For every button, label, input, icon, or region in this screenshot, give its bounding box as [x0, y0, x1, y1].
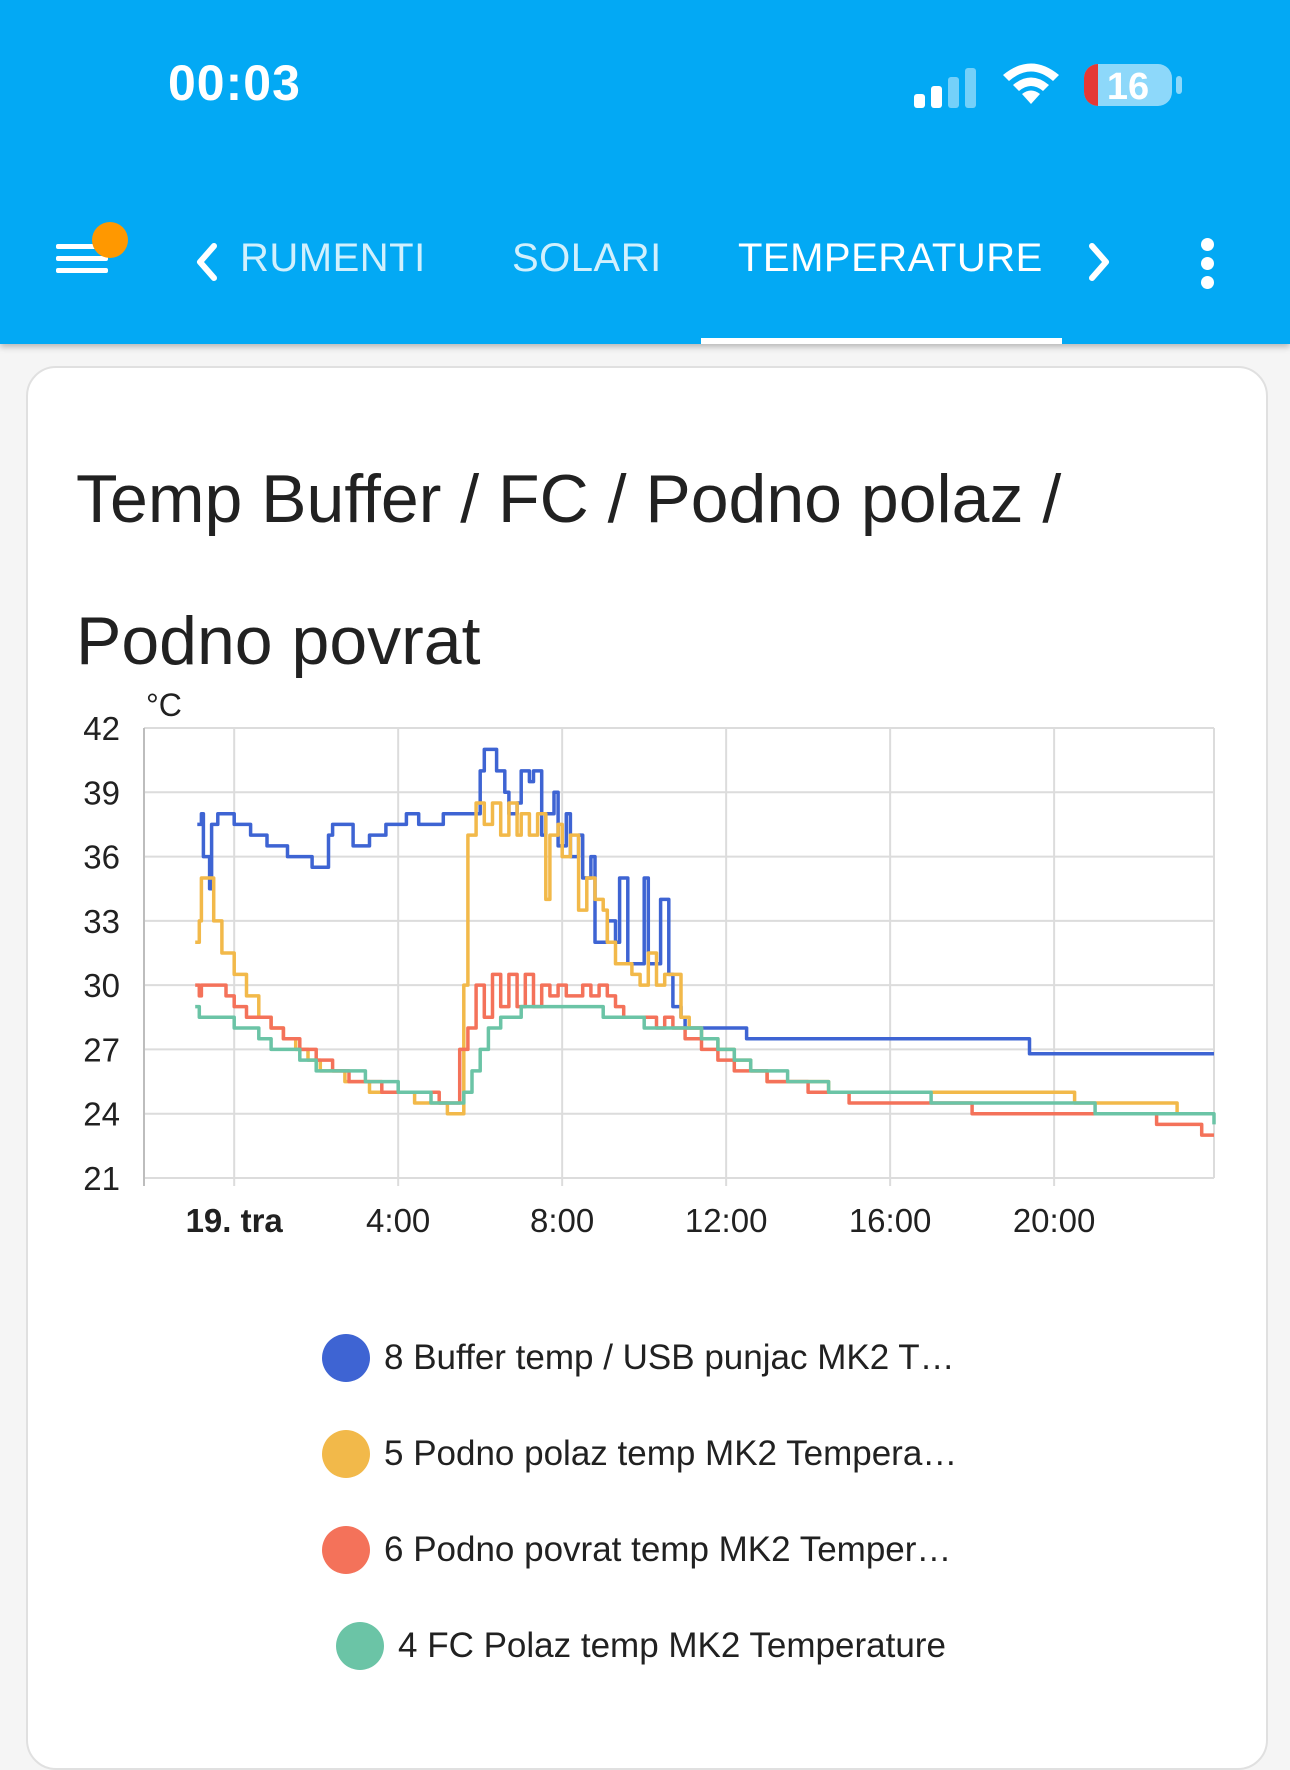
y-tick-label: 27 [83, 1031, 120, 1068]
y-axis-unit: °C [146, 687, 182, 723]
x-tick-label: 8:00 [530, 1202, 594, 1239]
notification-dot [92, 222, 128, 258]
more-dot [1201, 257, 1214, 270]
legend-label: 5 Podno polaz temp MK2 Tempera… [384, 1434, 958, 1473]
legend-color-dot [336, 1622, 384, 1670]
chevron-left-icon[interactable] [186, 238, 226, 286]
y-tick-label: 30 [83, 967, 120, 1004]
x-tick-label: 16:00 [849, 1202, 932, 1239]
legend-color-dot [322, 1526, 370, 1574]
cellular-signal-icon [914, 68, 976, 108]
card-title: Temp Buffer / FC / Podno polaz / Podno p… [76, 428, 1196, 712]
y-tick-label: 42 [83, 710, 120, 747]
menu-button[interactable] [52, 222, 132, 290]
status-bar-time: 00:03 [168, 55, 301, 111]
card-title-line-1: Temp Buffer / FC / Podno polaz / [76, 461, 1062, 537]
history-graph-card: Temp Buffer / FC / Podno polaz / Podno p… [26, 366, 1268, 1770]
battery-percent: 16 [1106, 66, 1150, 106]
menu-icon-line [56, 256, 108, 261]
legend-label: 4 FC Polaz temp MK2 Temperature [398, 1626, 946, 1665]
menu-icon-line [56, 244, 108, 249]
battery-nub [1176, 76, 1182, 94]
card-title-line-2: Podno povrat [76, 603, 481, 679]
chevron-right-icon[interactable] [1080, 238, 1120, 286]
temperature-line-chart[interactable]: °C 42 39 36 33 30 27 24 21 19. tra 4:00 8:00 12:00 16… [28, 678, 1266, 1308]
wifi-icon [1003, 63, 1059, 104]
series-line-4[interactable] [195, 1004, 1216, 1125]
y-tick-label: 33 [83, 903, 120, 940]
app-header: 00:03 16 RUMENTI SOLARI TEMPERATURE [0, 0, 1290, 344]
x-tick-label: 19. tra [186, 1202, 284, 1239]
legend-label: 6 Podno povrat temp MK2 Temper… [384, 1530, 952, 1569]
more-dot [1201, 276, 1214, 289]
series-line-1[interactable] [197, 747, 1214, 1056]
y-tick-label: 39 [83, 774, 120, 811]
battery-level [1084, 64, 1098, 106]
legend-color-dot [322, 1334, 370, 1382]
series-line-2[interactable] [195, 801, 1214, 1116]
active-tab-indicator [701, 338, 1062, 344]
menu-icon-line [56, 268, 108, 273]
battery-icon: 16 [1084, 64, 1172, 106]
more-dot [1201, 238, 1214, 251]
legend-label: 8 Buffer temp / USB punjac MK2 T… [384, 1338, 955, 1377]
y-tick-label: 24 [83, 1096, 120, 1133]
tab-temperature[interactable]: TEMPERATURE [738, 236, 1043, 280]
more-vert-icon[interactable] [1192, 236, 1222, 292]
tab-strumenti[interactable]: RUMENTI [240, 236, 426, 280]
x-tick-label: 20:00 [1013, 1202, 1096, 1239]
legend-color-dot [322, 1430, 370, 1478]
y-tick-label: 36 [83, 839, 120, 876]
x-tick-label: 4:00 [366, 1202, 430, 1239]
y-tick-label: 21 [83, 1160, 120, 1197]
tab-solari[interactable]: SOLARI [512, 236, 662, 280]
x-tick-label: 12:00 [685, 1202, 768, 1239]
